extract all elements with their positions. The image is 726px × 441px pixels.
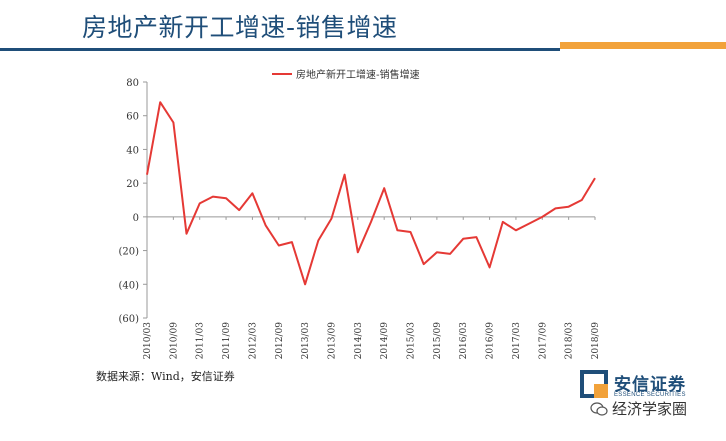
y-tick-label: 40 — [126, 145, 139, 156]
x-tick-label: 2017/09 — [538, 322, 548, 360]
x-tick-label: 2017/03 — [512, 322, 522, 360]
x-axis-tick-labels: 2010/03 2010/09 2011/03 2011/09 2012/03 2012/… — [143, 322, 601, 360]
line-chart: 房地产新开工增速-销售增速 80 60 40 20 0 (20) (40) (60) 2010… — [118, 68, 601, 360]
y-tick-label: 0 — [133, 213, 139, 224]
watermark-text: 经济学家圈 — [612, 400, 688, 418]
legend-label: 房地产新开工增速-销售增速 — [296, 68, 420, 81]
x-tick-label: 2011/03 — [196, 322, 206, 360]
title-rule-blue — [0, 48, 560, 51]
source-note: 数据来源：Wind，安信证券 — [96, 370, 235, 383]
x-tick-label: 2016/03 — [459, 322, 469, 360]
chart-axes — [143, 81, 596, 319]
x-tick-label: 2014/09 — [380, 322, 390, 360]
x-tick-label: 2016/09 — [486, 322, 496, 360]
x-tick-label: 2018/03 — [565, 322, 575, 360]
brand-name: 安信证券 — [614, 375, 686, 395]
x-tick-label: 2018/09 — [591, 322, 601, 360]
y-tick-label: (60) — [118, 314, 139, 325]
slide-title: 房地产新开工增速-销售增速 — [82, 13, 398, 42]
x-tick-label: 2012/09 — [275, 322, 285, 360]
x-tick-label: 2015/09 — [433, 322, 443, 360]
x-tick-label: 2010/03 — [143, 322, 153, 360]
series-line — [146, 101, 596, 286]
x-tick-label: 2013/03 — [301, 322, 311, 360]
title-rule-orange — [560, 42, 726, 49]
y-tick-label: 60 — [126, 112, 139, 123]
x-tick-label: 2011/09 — [222, 322, 232, 360]
x-tick-label: 2015/03 — [407, 322, 417, 360]
y-tick-label: (40) — [118, 280, 139, 291]
y-tick-label: 20 — [126, 179, 139, 190]
x-tick-label: 2012/03 — [248, 322, 258, 360]
brand-subtitle: ESSENCE SECURITIES — [614, 392, 686, 398]
y-tick-label: 80 — [126, 78, 139, 89]
x-tick-label: 2013/09 — [327, 322, 337, 360]
y-axis-tick-labels: 80 60 40 20 0 (20) (40) (60) — [118, 78, 139, 325]
watermark: 经济学家圈 — [590, 398, 687, 419]
brand-block: 安信证券 ESSENCE SECURITIES — [578, 368, 718, 404]
chart-legend: 房地产新开工增速-销售增速 — [272, 68, 420, 81]
x-tick-label: 2010/09 — [169, 322, 179, 360]
x-tick-label: 2014/03 — [354, 322, 364, 360]
brand-logo-icon — [580, 370, 608, 398]
wechat-icon — [590, 401, 608, 416]
series-layer — [146, 101, 596, 286]
y-tick-label: (20) — [118, 247, 139, 258]
